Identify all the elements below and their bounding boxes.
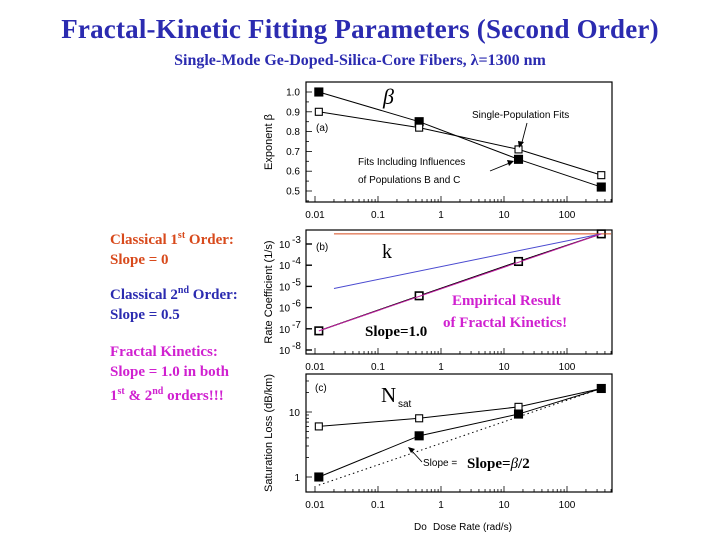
beta-symbol: β — [382, 84, 394, 109]
svg-text:0.9: 0.9 — [286, 107, 300, 118]
y-axis-label-b: Rate Coefficient (1/s) — [263, 240, 275, 343]
y-axis-label-c: Saturation Loss (dB/km) — [263, 374, 275, 492]
open-square-marker — [514, 145, 523, 154]
svg-text:0.7: 0.7 — [286, 147, 300, 158]
svg-text:100: 100 — [559, 210, 576, 221]
arrowhead-icon — [408, 447, 415, 453]
slope-beta-half-label: Slope=β/2 — [467, 456, 530, 472]
slide-subtitle: Single-Mode Ge-Doped-Silica-Core Fibers,… — [174, 52, 546, 69]
slope-equals-small: Slope = — [423, 458, 457, 469]
nsat-subscript: sat — [398, 399, 412, 410]
svg-text:10: 10 — [498, 362, 510, 373]
svg-text:1: 1 — [438, 500, 444, 511]
x-axis-label: Dose Rate (rad/s) — [433, 522, 512, 533]
svg-text:1: 1 — [438, 362, 444, 373]
open-square-marker — [415, 291, 424, 300]
slope-1-label: Slope=1.0 — [365, 324, 427, 340]
panel-a-frame — [305, 81, 613, 203]
fits-including-label-1: Fits Including Influences — [358, 157, 465, 168]
svg-text:1.0: 1.0 — [286, 88, 300, 99]
open-square-marker — [314, 107, 323, 116]
open-square-marker — [415, 123, 424, 132]
fits-including-label-2: of Populations B and C — [358, 175, 460, 186]
note-classical-first-order: Classical 1st Order: Slope = 0 — [110, 230, 234, 268]
open-square-marker — [514, 402, 523, 411]
k-symbol: k — [382, 241, 392, 263]
data-series — [314, 87, 612, 486]
svg-text:1: 1 — [294, 473, 300, 484]
svg-text:10: 10 — [279, 346, 291, 357]
svg-text:-7: -7 — [292, 320, 301, 331]
filled-square-marker — [314, 472, 324, 482]
single-population-fits-label: Single-Population Fits — [472, 110, 569, 121]
svg-text:0.6: 0.6 — [286, 167, 300, 178]
panel-c-label: (c) — [315, 383, 327, 394]
open-square-marker — [597, 171, 606, 180]
slide-title: Fractal-Kinetic Fitting Parameters (Seco… — [61, 14, 659, 44]
svg-text:0.5: 0.5 — [286, 187, 300, 198]
svg-text:10: 10 — [279, 240, 291, 251]
svg-text:0.1: 0.1 — [371, 210, 385, 221]
svg-text:0.1: 0.1 — [371, 362, 385, 373]
filled-square-marker — [596, 383, 606, 394]
open-square-marker — [314, 422, 323, 431]
svg-text:100: 100 — [559, 362, 576, 373]
nsat-symbol: N — [381, 383, 396, 407]
svg-text:10: 10 — [279, 325, 291, 336]
filled-square-marker — [513, 154, 524, 164]
svg-text:-8: -8 — [292, 341, 301, 352]
svg-text:10: 10 — [498, 500, 510, 511]
svg-text:10: 10 — [279, 261, 291, 272]
panel-a-label: (a) — [316, 123, 328, 134]
svg-text:0.01: 0.01 — [305, 210, 325, 221]
axis-ticks: 0.01 0.1 1 10 100 0.01 0.1 1 10 100 0.01 0.1 1 10 100 1… — [279, 88, 612, 511]
svg-text:10: 10 — [279, 282, 291, 293]
filled-square-marker — [414, 431, 424, 441]
svg-text:0.1: 0.1 — [371, 500, 385, 511]
svg-text:100: 100 — [559, 500, 576, 511]
filled-square-marker — [513, 409, 524, 419]
note-fractal-kinetics: Fractal Kinetics: Slope = 1.0 in both 1s… — [110, 344, 229, 404]
svg-text:0.8: 0.8 — [286, 127, 300, 138]
x-axis-prefix: Do — [414, 522, 427, 533]
open-square-marker — [415, 414, 424, 423]
slope-arrow — [410, 449, 423, 463]
filled-square-marker — [314, 87, 324, 97]
svg-text:-4: -4 — [292, 256, 301, 267]
y-axis-label-a: Exponent β — [263, 114, 275, 170]
svg-text:0.01: 0.01 — [305, 500, 325, 511]
empirical-result-label-2: of Fractal Kinetics! — [443, 315, 567, 331]
arrowhead-icon — [507, 160, 514, 166]
svg-text:0.01: 0.01 — [305, 362, 325, 373]
panel-c-frame — [305, 373, 613, 493]
svg-text:-3: -3 — [292, 235, 301, 246]
note-classical-second-order: Classical 2nd Order: Slope = 0.5 — [110, 285, 238, 323]
filled-square-marker — [596, 182, 606, 192]
svg-text:10: 10 — [289, 408, 301, 419]
empirical-result-label-1: Empirical Result — [452, 293, 561, 309]
svg-text:-5: -5 — [292, 277, 301, 288]
svg-text:-6: -6 — [292, 299, 301, 310]
arrowhead-icon — [518, 141, 524, 148]
svg-text:10: 10 — [279, 304, 291, 315]
svg-text:1: 1 — [438, 210, 444, 221]
panel-b-label: (b) — [316, 242, 328, 253]
panel-b-frame — [305, 229, 613, 355]
svg-text:10: 10 — [498, 210, 510, 221]
